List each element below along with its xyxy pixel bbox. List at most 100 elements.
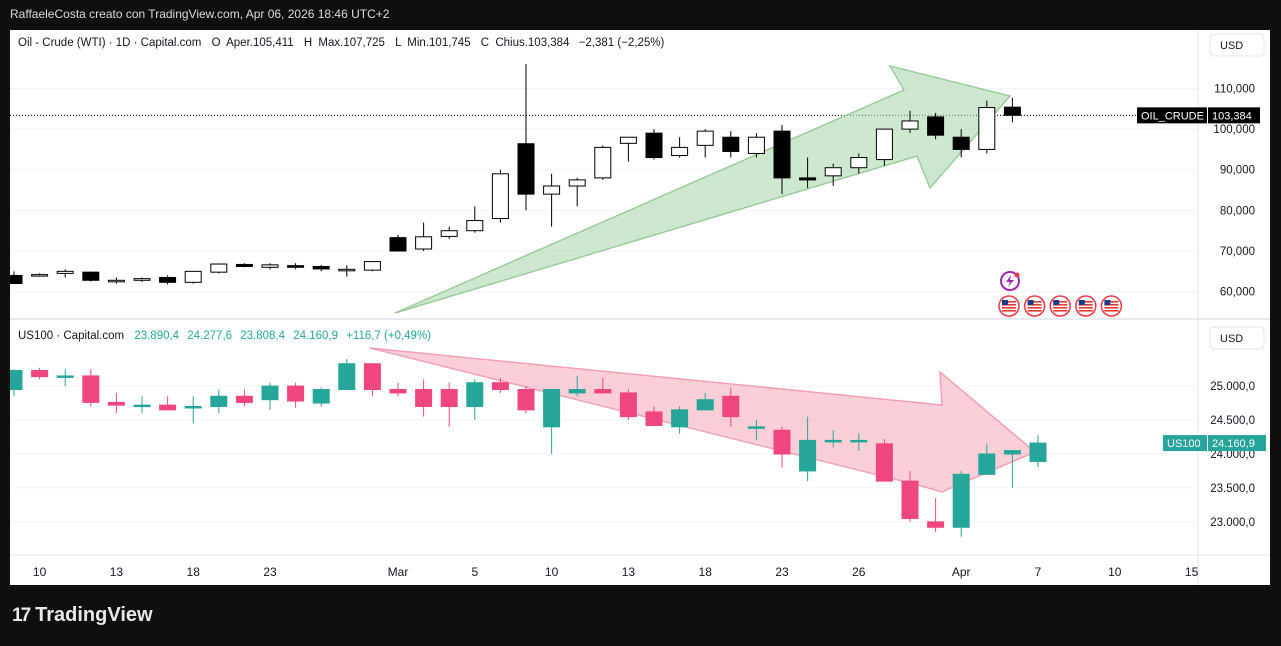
oil-candle-body <box>696 130 714 146</box>
us100-candle-body <box>287 385 305 402</box>
flag-stripe <box>1078 301 1093 303</box>
us100-candle-body <box>415 389 433 407</box>
us100-candle-body <box>210 395 228 407</box>
us100-candle-body <box>56 375 74 378</box>
svg-text:24.160,9: 24.160,9 <box>1212 438 1255 450</box>
flag-stripe <box>1053 307 1068 309</box>
time-tick-label: 13 <box>110 565 124 579</box>
flag-canton <box>1027 300 1034 305</box>
oil-candle-body <box>619 136 637 144</box>
oil-ytick-label: 80,000 <box>1220 205 1255 217</box>
us100-candle-body <box>82 375 100 403</box>
oil-candle-body <box>901 120 919 130</box>
oil-candles <box>10 64 1021 285</box>
oil-candle-body <box>415 236 433 250</box>
oil-candle-body <box>543 185 561 195</box>
us100-ytick-label: 23.500,0 <box>1210 483 1255 495</box>
oil-candle-body <box>978 107 996 150</box>
flag-stripe <box>1053 301 1068 303</box>
us100-candle-body <box>952 473 970 528</box>
us100-candle-body <box>799 439 817 472</box>
us100-candle-body <box>107 401 125 406</box>
price-axes: 110,000 100,000 90,000 80,000 70,000 60,000 25… <box>1210 83 1255 528</box>
oil-candle-body <box>1003 106 1021 116</box>
oil-candle-body <box>82 271 100 281</box>
flag-canton <box>1078 300 1085 305</box>
us100-candle-body <box>261 385 279 401</box>
us100-ytick-label: 25.000,0 <box>1210 381 1255 393</box>
flag-stripe <box>1002 304 1016 306</box>
us100-candle-body <box>824 439 842 443</box>
flag-stripe <box>1078 304 1093 306</box>
flag-stripe <box>1104 301 1119 303</box>
us-flag-icon <box>1100 295 1123 317</box>
oil-candle-body <box>824 167 842 177</box>
oil-candle-body <box>363 261 381 271</box>
green-trend-arrow <box>394 64 1012 314</box>
us100-candle-body <box>927 521 945 528</box>
time-axis[interactable]: 10 13 18 23 Mar 5 10 13 18 23 26 Apr 7 10 15 <box>33 565 1199 579</box>
us100-ytick-label: 24.000,0 <box>1210 449 1255 461</box>
oil-candle-body <box>645 132 663 159</box>
time-tick-label: 10 <box>1108 565 1122 579</box>
flag-stripe <box>1027 307 1042 309</box>
flag-stripe <box>1002 310 1016 312</box>
time-tick-label: 13 <box>622 565 636 579</box>
us100-legend: US100 · Capital.com 23.890,4 24.277,6 23… <box>18 330 431 342</box>
oil-currency-button[interactable]: USD <box>1209 33 1265 57</box>
oil-last-price: OIL_CRUDE 103,384 <box>1137 107 1260 124</box>
time-tick-label: 18 <box>699 565 713 579</box>
us-flag-icon <box>1023 295 1046 317</box>
oil-candle-body <box>287 265 305 268</box>
us100-candles <box>10 358 1047 537</box>
time-tick-label: Apr <box>952 565 971 579</box>
us100-candle-body <box>10 370 23 391</box>
flag-stripe <box>1104 304 1119 306</box>
us100-candle-body <box>1003 450 1021 455</box>
us100-candle-body <box>901 480 919 519</box>
us100-ytick-label: 24.500,0 <box>1210 415 1255 427</box>
us100-candle-body <box>875 443 893 482</box>
oil-candle-body <box>799 177 817 181</box>
oil-ytick-label: 90,000 <box>1220 165 1255 177</box>
flag-stripe <box>1002 301 1016 303</box>
us100-candle-body <box>671 409 689 428</box>
oil-candle-body <box>159 276 177 283</box>
oil-candle-body <box>722 136 740 152</box>
flag-stripe <box>1078 310 1093 312</box>
us100-candle-body <box>619 392 637 418</box>
time-tick-label: 7 <box>1035 565 1042 579</box>
us100-candle-body <box>568 389 586 394</box>
flag-canton <box>1002 300 1008 305</box>
chart-svg[interactable]: 110,000 100,000 90,000 80,000 70,000 60,000 25… <box>10 30 1270 585</box>
oil-candle-body <box>491 173 509 220</box>
us-flag-icon <box>1075 295 1097 317</box>
oil-candle-body <box>107 279 125 283</box>
tradingview-logo: 17 TradingView <box>12 604 153 627</box>
oil-candle-body <box>31 274 49 277</box>
us100-candle-body <box>184 405 202 409</box>
flag-stripe <box>1053 304 1068 306</box>
us100-ytick-label: 23.000,0 <box>1210 517 1255 529</box>
oil-candle-body <box>773 130 791 179</box>
chart-area[interactable]: 110,000 100,000 90,000 80,000 70,000 60,000 25… <box>10 30 1270 585</box>
oil-legend: Oil - Crude (WTI) · 1D · Capital.com O A… <box>18 37 665 49</box>
us100-candle-body <box>159 404 177 411</box>
oil-candle-body <box>56 270 74 274</box>
oil-candle-body <box>389 237 407 252</box>
event-badges[interactable] <box>998 271 1123 317</box>
us100-candle-body <box>133 404 151 408</box>
flag-stripe <box>1027 301 1042 303</box>
us-flag-icon <box>1049 295 1071 317</box>
oil-candle-body <box>747 136 765 154</box>
oil-candle-body <box>568 179 586 187</box>
brand-name: TradingView <box>35 604 153 626</box>
us100-candle-body <box>722 395 740 418</box>
us100-candle-body <box>543 389 561 428</box>
us-flag-icon <box>998 295 1020 317</box>
time-tick-label: 5 <box>471 565 478 579</box>
oil-candle-body <box>466 220 484 232</box>
oil-candle-body <box>235 263 253 267</box>
us100-currency-button[interactable]: USD <box>1209 326 1265 350</box>
svg-text:OIL_CRUDE: OIL_CRUDE <box>1141 110 1204 122</box>
